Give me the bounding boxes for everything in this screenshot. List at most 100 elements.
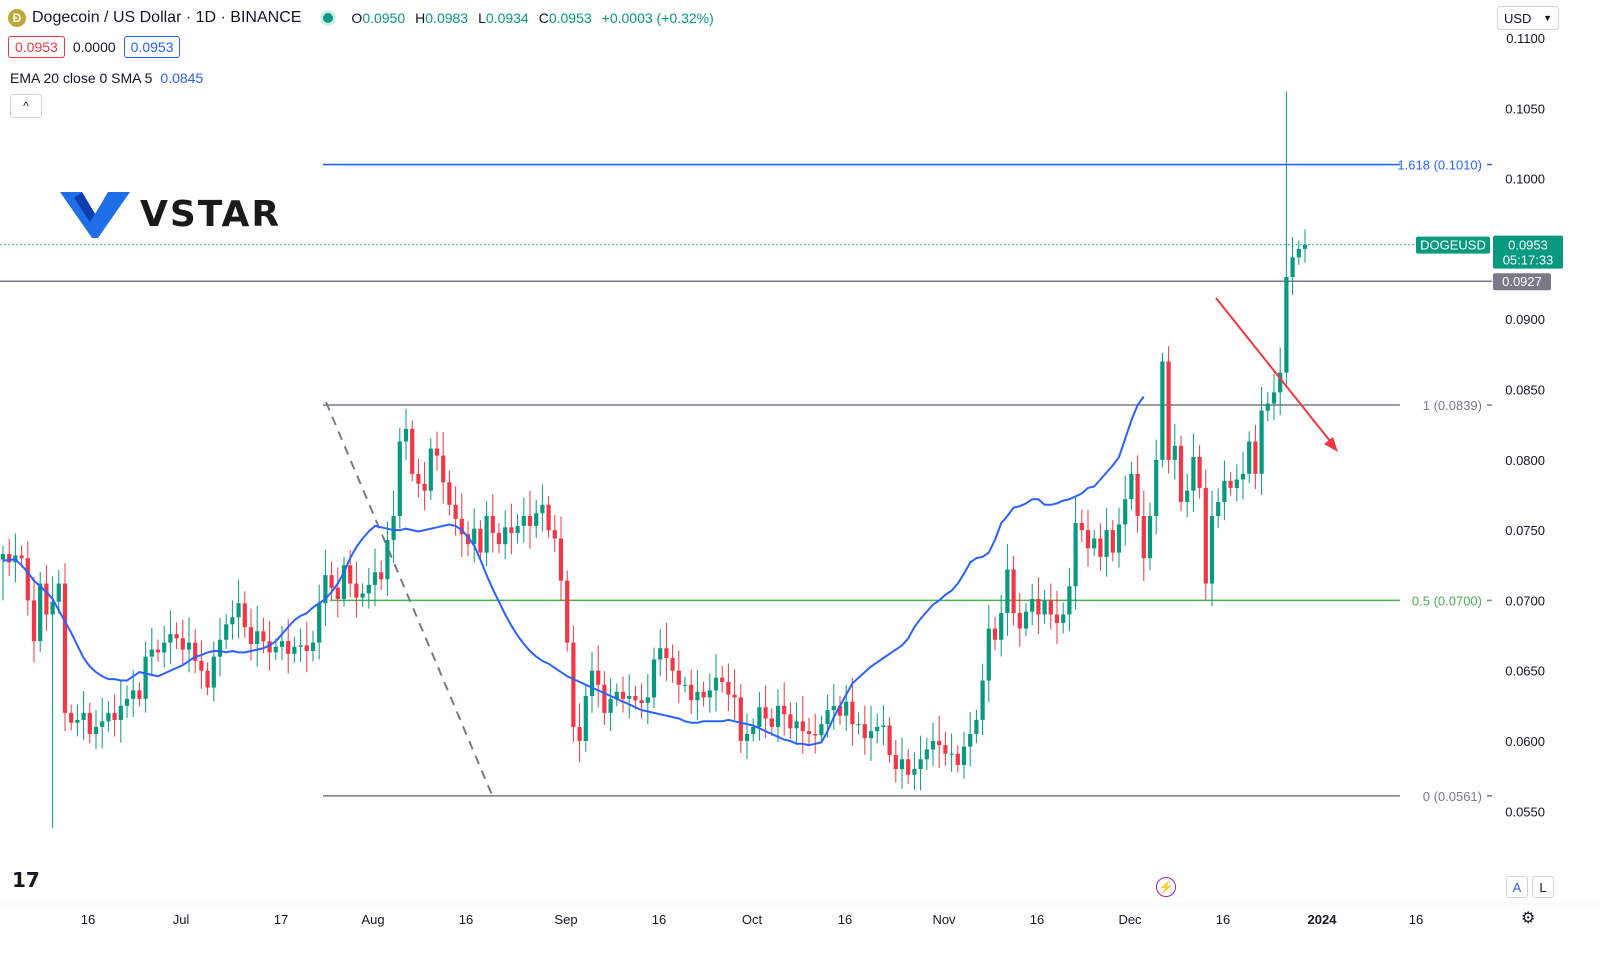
candle-body[interactable] [459, 518, 464, 535]
candle-body[interactable] [50, 601, 55, 615]
candle-body[interactable] [385, 539, 390, 580]
candle-body[interactable] [1129, 473, 1134, 500]
candle-body[interactable] [738, 697, 743, 741]
candle-body[interactable] [856, 724, 861, 726]
candle-body[interactable] [1191, 456, 1196, 491]
candle-body[interactable] [689, 684, 694, 701]
candle-body[interactable] [682, 684, 688, 686]
tradingview-logo[interactable]: 17 [12, 868, 40, 892]
candle-body[interactable] [571, 642, 576, 727]
candle-body[interactable] [1079, 523, 1084, 531]
candle-body[interactable] [769, 718, 774, 727]
candle-body[interactable] [670, 658, 675, 671]
candle-body[interactable] [211, 656, 216, 688]
candle-body[interactable] [1265, 403, 1270, 411]
candle-body[interactable] [354, 583, 359, 598]
candle-body[interactable] [397, 441, 402, 517]
candle-body[interactable] [620, 691, 626, 699]
candle-body[interactable] [366, 584, 371, 594]
candle-body[interactable] [1147, 516, 1153, 559]
candle-body[interactable] [986, 628, 991, 681]
candle-body[interactable] [1240, 473, 1246, 480]
candle-body[interactable] [1172, 445, 1177, 460]
sell-price-button[interactable]: 0.0953 [8, 36, 65, 58]
candle-body[interactable] [521, 516, 526, 526]
candle-body[interactable] [887, 725, 892, 756]
candle-body[interactable] [1178, 445, 1184, 502]
candle-body[interactable] [775, 705, 781, 727]
candle-body[interactable] [961, 746, 967, 765]
candle-body[interactable] [912, 769, 917, 775]
candle-body[interactable] [1278, 372, 1283, 393]
candle-body[interactable] [800, 721, 805, 732]
candle-body[interactable] [614, 691, 619, 699]
candle-body[interactable] [930, 741, 936, 750]
candle-body[interactable] [676, 670, 681, 685]
candle-body[interactable] [310, 642, 316, 652]
gear-icon[interactable]: ⚙ [1521, 910, 1536, 927]
candle-body[interactable] [31, 600, 37, 642]
candle-body[interactable] [980, 680, 985, 720]
candle-body[interactable] [69, 712, 74, 723]
candle-body[interactable] [1110, 530, 1115, 553]
candle-body[interactable] [651, 659, 657, 698]
auto-scale-button[interactable]: A [1506, 876, 1528, 898]
candle-body[interactable] [273, 646, 278, 653]
candle-body[interactable] [137, 690, 142, 699]
candle-body[interactable] [484, 516, 489, 553]
candle-body[interactable] [937, 741, 942, 746]
candle-body[interactable] [639, 700, 644, 704]
candle-body[interactable] [360, 593, 365, 598]
candle-body[interactable] [806, 731, 812, 734]
candle-body[interactable] [757, 707, 762, 727]
candle-body[interactable] [472, 528, 477, 545]
candle-body[interactable] [186, 642, 192, 650]
candle-body[interactable] [298, 645, 303, 647]
candle-body[interactable] [695, 691, 700, 701]
candle-body[interactable] [465, 534, 471, 545]
candle-body[interactable] [534, 513, 539, 526]
candle-body[interactable] [1073, 523, 1078, 587]
candle-body[interactable] [1005, 569, 1010, 614]
candle-body[interactable] [825, 710, 830, 725]
candle-body[interactable] [93, 726, 99, 734]
candle-body[interactable] [899, 759, 905, 770]
candle-body[interactable] [0, 554, 6, 560]
candle-body[interactable] [577, 726, 582, 741]
ema-line[interactable] [2, 395, 1145, 747]
candle-body[interactable] [924, 749, 929, 760]
candle-body[interactable] [831, 705, 836, 711]
candle-body[interactable] [379, 572, 384, 580]
candle-body[interactable] [881, 725, 886, 727]
candle-body[interactable] [1054, 614, 1060, 623]
candle-body[interactable] [1123, 499, 1128, 525]
candle-body[interactable] [906, 759, 911, 775]
candle-body[interactable] [788, 714, 793, 729]
candle-body[interactable] [19, 555, 24, 559]
candle-body[interactable] [217, 639, 223, 657]
candle-body[interactable] [261, 631, 266, 642]
candle-body[interactable] [1036, 598, 1041, 615]
candle-body[interactable] [286, 641, 291, 654]
candle-body[interactable] [552, 530, 557, 539]
candle-body[interactable] [335, 587, 340, 599]
candle-body[interactable] [974, 719, 979, 734]
candle-body[interactable] [56, 583, 61, 602]
candle-body[interactable] [819, 724, 824, 736]
candle-body[interactable] [348, 565, 353, 584]
candle-body[interactable] [627, 696, 632, 699]
candle-body[interactable] [453, 504, 458, 519]
candle-body[interactable] [1067, 586, 1072, 615]
candle-body[interactable] [372, 572, 378, 585]
candle-body[interactable] [490, 516, 495, 533]
candle-body[interactable] [62, 583, 68, 713]
flash-icon[interactable]: ⚡ [1156, 877, 1176, 897]
candle-body[interactable] [1030, 598, 1035, 612]
candle-body[interactable] [1296, 248, 1301, 258]
candle-body[interactable] [540, 504, 545, 514]
currency-select[interactable]: USD ▼ [1497, 6, 1559, 30]
candle-body[interactable] [1023, 611, 1029, 629]
candle-body[interactable] [447, 482, 452, 505]
candle-body[interactable] [1042, 600, 1047, 615]
candle-body[interactable] [341, 565, 347, 599]
